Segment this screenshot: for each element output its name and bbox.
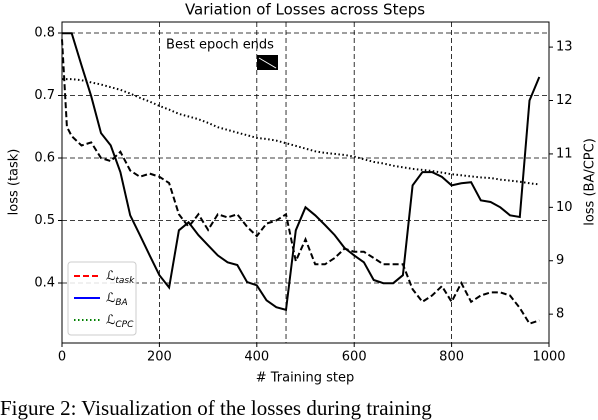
annotation-arrow xyxy=(258,57,277,69)
y-tick-label: 0.8 xyxy=(34,26,55,41)
x-tick-label: 400 xyxy=(244,350,269,365)
legend-label: ℒCPC xyxy=(106,313,134,330)
x-tick-label: 1000 xyxy=(532,350,565,365)
legend-label: ℒBA xyxy=(106,291,128,308)
y2-tick-label: 8 xyxy=(556,307,564,322)
series-line xyxy=(62,78,540,186)
x-tick-label: 800 xyxy=(439,350,464,365)
legend-sub: task xyxy=(115,276,135,286)
annotation-text: Best epoch ends xyxy=(166,38,274,53)
legend-name: ℒ xyxy=(106,269,115,284)
x-tick-label: 200 xyxy=(147,350,172,365)
x-tick-label: 600 xyxy=(342,350,367,365)
legend-sub: BA xyxy=(115,298,127,308)
y2-tick-label: 13 xyxy=(556,40,573,55)
caption: Figure 2: Visualization of the losses du… xyxy=(0,396,432,420)
x-tick-label: 0 xyxy=(58,350,66,365)
y2-tick-label: 11 xyxy=(556,146,573,161)
chart-title: Variation of Losses across Steps xyxy=(185,1,425,19)
y-tick-label: 0.5 xyxy=(34,213,55,228)
legend-label: ℒtask xyxy=(106,269,135,286)
plot-frame xyxy=(61,21,550,344)
y2-tick-label: 10 xyxy=(556,200,573,215)
y-tick-label: 0.4 xyxy=(34,276,55,291)
y-tick-label: 0.6 xyxy=(34,151,55,166)
series-line xyxy=(61,39,540,325)
legend-box xyxy=(67,261,137,336)
series-line xyxy=(62,32,541,312)
legend-name: ℒ xyxy=(106,291,115,306)
y2-tick-label: 9 xyxy=(556,253,564,268)
legend-name: ℒ xyxy=(106,313,115,328)
y2-tick-label: 12 xyxy=(556,93,573,108)
y2-axis-label: loss (BA/CPC) xyxy=(583,138,598,226)
y-tick-label: 0.7 xyxy=(34,88,55,103)
legend-sub: CPC xyxy=(115,320,134,330)
x-axis-label: # Training step xyxy=(256,371,355,386)
y-axis-label: loss (task) xyxy=(7,149,22,216)
